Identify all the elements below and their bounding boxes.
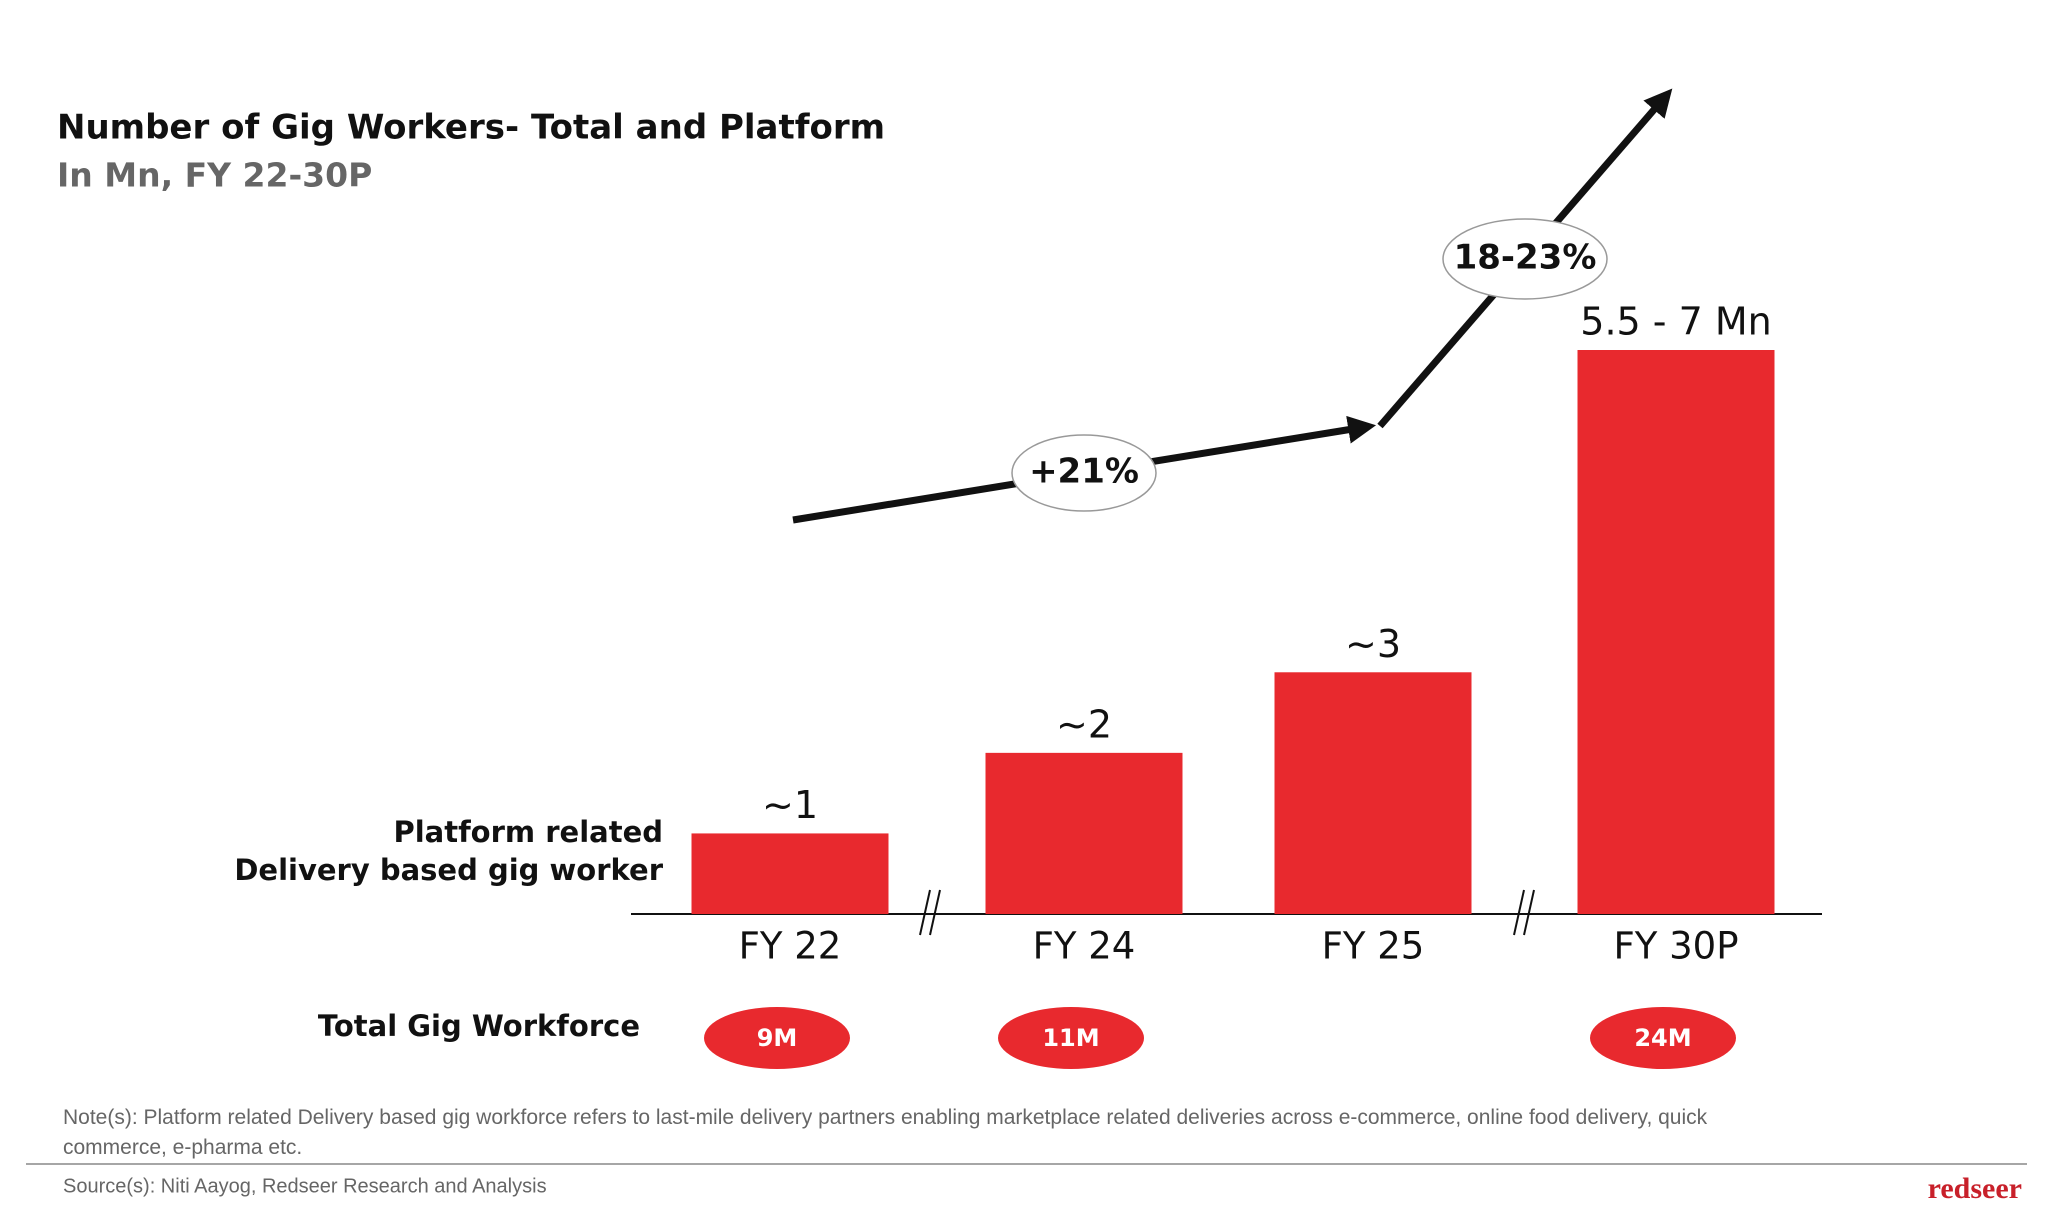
workforce-value: 9M bbox=[757, 1024, 798, 1052]
series-label: Platform related bbox=[393, 815, 663, 849]
bar bbox=[1577, 350, 1775, 914]
bar bbox=[985, 752, 1183, 914]
value-label: ~1 bbox=[762, 783, 818, 827]
axis-break bbox=[919, 889, 1535, 936]
annotation: 18-23% bbox=[1454, 238, 1597, 278]
x-tick-label: FY 25 bbox=[1322, 925, 1425, 968]
x-tick-label: FY 30P bbox=[1613, 925, 1738, 968]
chart-subtitle: In Mn, FY 22-30P bbox=[57, 156, 372, 195]
bar bbox=[691, 833, 889, 914]
note: Note(s): Platform related Delivery based… bbox=[63, 1106, 1708, 1159]
bar bbox=[1274, 672, 1472, 914]
annotation: +21% bbox=[1029, 452, 1139, 492]
source: Source(s): Niti Aayog, Redseer Research … bbox=[63, 1175, 547, 1197]
logo: redseer bbox=[1928, 1172, 2022, 1205]
x-tick-label: FY 22 bbox=[739, 925, 842, 968]
series-label: Delivery based gig worker bbox=[234, 853, 663, 887]
workforce-label: Total Gig Workforce bbox=[318, 1009, 640, 1043]
value-label: ~3 bbox=[1345, 622, 1401, 666]
annotation-bubble bbox=[1011, 434, 1157, 512]
annotation-bubble bbox=[1442, 218, 1608, 300]
workforce-value: 11M bbox=[1042, 1024, 1099, 1052]
value-label: ~2 bbox=[1056, 702, 1112, 746]
workforce-bubble bbox=[998, 1007, 1144, 1069]
x-tick-label: FY 24 bbox=[1033, 925, 1136, 968]
chart-title: Number of Gig Workers- Total and Platfor… bbox=[57, 108, 885, 148]
workforce-bubble bbox=[1590, 1007, 1736, 1069]
workforce-bubble bbox=[704, 1007, 850, 1069]
workforce-value: 24M bbox=[1634, 1024, 1691, 1052]
value-label: 5.5 - 7 Mn bbox=[1580, 300, 1771, 344]
